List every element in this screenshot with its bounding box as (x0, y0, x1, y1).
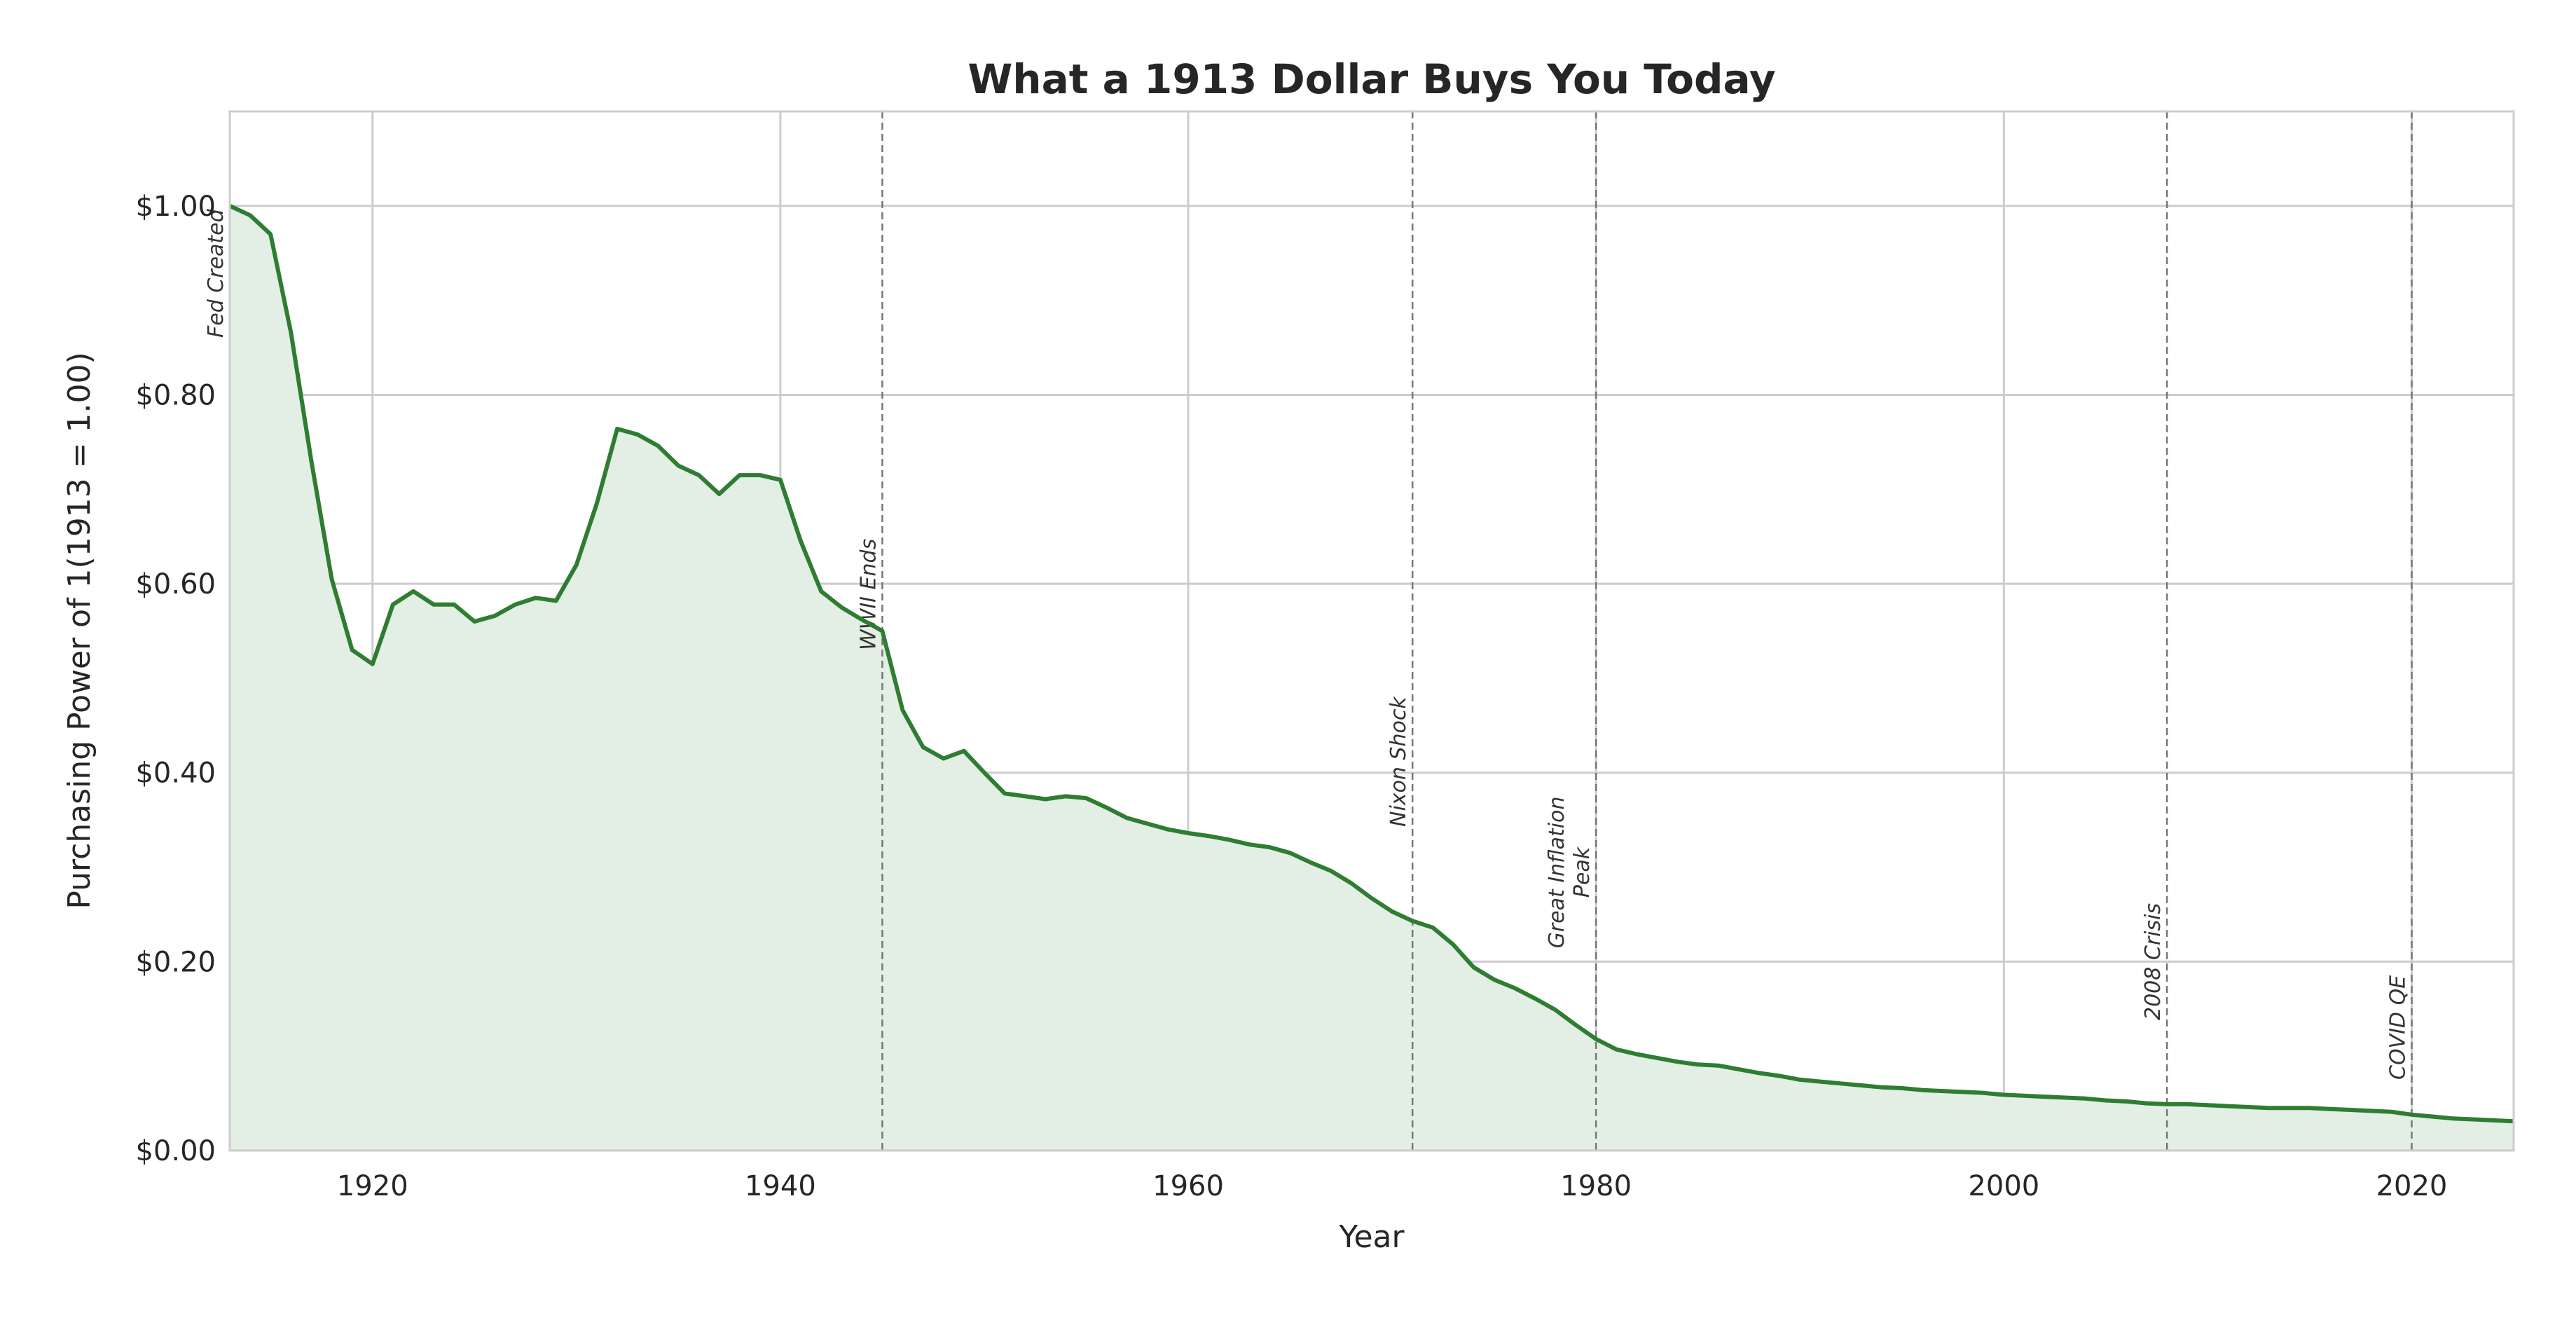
series-line (228, 204, 2514, 1124)
x-tick-label: 1920 (337, 1170, 408, 1202)
y-tick-label: $1.00 (135, 191, 216, 223)
x-tick-label: 2020 (2376, 1170, 2448, 1202)
event-label: Nixon Shock (1386, 696, 1411, 827)
x-axis-label: Year (1338, 1219, 1405, 1255)
y-tick-labels: $0.00 $0.20 $0.40 $0.60 $0.80 $1.00 (135, 191, 216, 1167)
event-label: COVID QE (2385, 975, 2410, 1080)
event-label: WWII Ends (856, 539, 881, 650)
chart-title: What a 1913 Dollar Buys You Today (967, 55, 1775, 103)
event-label: 2008 Crisis (2141, 903, 2165, 1020)
x-tick-label: 1940 (745, 1170, 816, 1202)
y-tick-label: $0.40 (135, 757, 216, 790)
event-markers: Fed Created WWII Ends Nixon Shock Great Inf… (204, 111, 2413, 1151)
y-tick-label: $0.60 (135, 568, 216, 600)
x-tick-labels: 1920 1940 1960 1980 2000 2020 (337, 1170, 2448, 1202)
area-fill (230, 205, 2514, 1151)
y-axis-label: Purchasing Power of 1(1913 = 1.00) (62, 352, 97, 909)
event-label: Great InflationPeak (1545, 797, 1594, 949)
event-label: Fed Created (204, 208, 228, 338)
y-tick-label: $0.20 (135, 946, 216, 978)
x-tick-label: 2000 (1968, 1170, 2039, 1202)
x-tick-label: 1980 (1560, 1170, 1632, 1202)
plot-frame (228, 110, 2515, 1152)
y-tick-label: $0.80 (135, 379, 216, 411)
x-tick-label: 1960 (1152, 1170, 1224, 1202)
y-tick-label: $0.00 (135, 1135, 216, 1167)
